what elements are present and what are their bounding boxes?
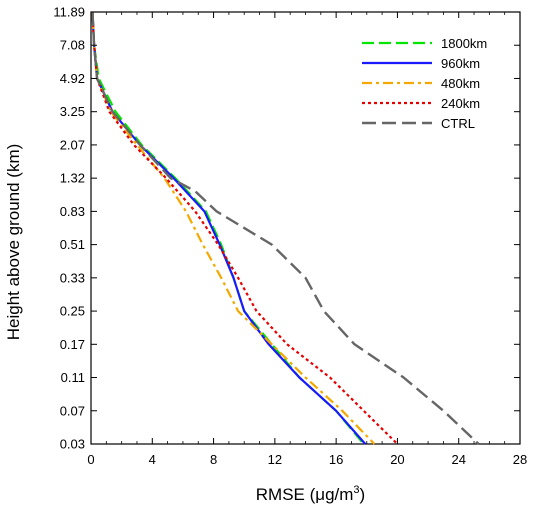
- y-tick-label: 0.07: [60, 403, 85, 418]
- x-tick-label: 8: [210, 452, 217, 467]
- legend-label-960km: 960km: [441, 56, 480, 71]
- x-tick-label: 0: [87, 452, 94, 467]
- legend-label-240km: 240km: [441, 96, 480, 111]
- x-axis-ticks: 0 4 8 12 16 20 24 28: [87, 12, 527, 467]
- x-tick-label: 12: [268, 452, 282, 467]
- x-axis-title-main: RMSE (μg/m: [256, 485, 354, 504]
- x-tick-label: 16: [329, 452, 343, 467]
- x-axis-title-superscript: 3: [353, 484, 359, 496]
- x-axis-title-close: ): [360, 485, 366, 504]
- y-tick-label: 3.25: [60, 104, 85, 119]
- y-tick-label: 0.03: [60, 437, 85, 452]
- series-line-ctrl: [91, 11, 480, 445]
- y-tick-label: 0.17: [60, 337, 85, 352]
- y-tick-label: 4.92: [60, 71, 85, 86]
- series-line-480km: [91, 11, 376, 445]
- y-axis-ticks: 11.89 7.08 4.92 3.25 2.07 1.32 0.83 0.51 0.33 0.2…: [53, 5, 520, 452]
- x-tick-label: 28: [513, 452, 527, 467]
- y-tick-label: 0.33: [60, 270, 85, 285]
- series-layer: [91, 11, 480, 445]
- y-tick-label: 0.83: [60, 204, 85, 219]
- legend-label-1800km: 1800km: [441, 36, 487, 51]
- x-tick-label: 4: [149, 452, 156, 467]
- legend-label-480km: 480km: [441, 76, 480, 91]
- y-tick-label: 7.08: [60, 38, 85, 53]
- y-tick-label: 11.89: [53, 5, 85, 20]
- legend-label-ctrl: CTRL: [441, 116, 475, 131]
- y-tick-label: 1.32: [60, 171, 85, 186]
- y-tick-label: 0.25: [60, 304, 85, 319]
- x-axis-title: RMSE (μg/m3): [256, 484, 365, 504]
- plot-area: 0 4 8 12 16 20 24 28 11.897.084.923.252.071.320…: [53, 5, 527, 468]
- x-tick-label: 24: [451, 452, 465, 467]
- series-line-960km: [91, 11, 367, 445]
- x-tick-label: 20: [390, 452, 404, 467]
- legend: 1800km 960km 480km 240km CTRL: [362, 36, 487, 131]
- y-tick-label: 0.51: [60, 237, 85, 252]
- y-tick-label: 2.07: [60, 137, 85, 152]
- y-tick-label: 0.11: [61, 370, 85, 385]
- y-axis-title: Height above ground (km): [4, 144, 23, 341]
- series-line-1800km: [91, 11, 365, 445]
